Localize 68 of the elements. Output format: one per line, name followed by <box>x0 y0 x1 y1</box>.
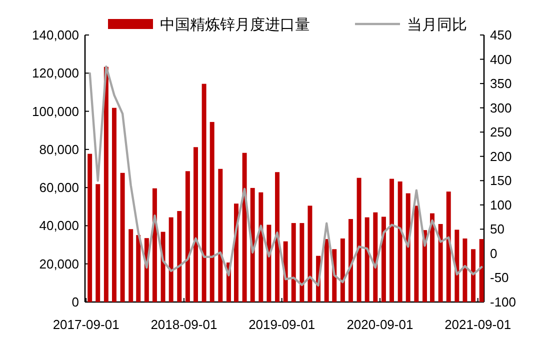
bar <box>356 178 362 302</box>
x-tick-label: 2019-09-01 <box>248 317 316 332</box>
bar <box>112 108 116 302</box>
y-tick-label: 100,000 <box>32 104 79 119</box>
y-tick-label: 20,000 <box>39 256 79 272</box>
bar <box>96 184 100 302</box>
bar <box>471 249 476 302</box>
bar <box>300 223 304 302</box>
bar <box>308 206 312 302</box>
bar <box>406 193 410 302</box>
x-tick-label: 2018-09-01 <box>150 317 218 332</box>
bar <box>446 192 451 302</box>
bar <box>88 154 92 302</box>
bar <box>258 192 264 302</box>
bar <box>104 66 108 302</box>
bar <box>373 212 378 302</box>
legend-label: 当月同比 <box>407 16 467 34</box>
y2-tick-label: -100 <box>490 294 516 310</box>
bar <box>242 152 247 302</box>
y2-tick-label: 0 <box>490 246 498 261</box>
bar <box>398 181 402 302</box>
bar <box>177 211 182 302</box>
bar <box>210 122 214 302</box>
bar <box>275 172 280 302</box>
x-tick-label: 2021-09-01 <box>444 317 512 332</box>
y-tick-label: 0 <box>72 294 79 310</box>
legend-label: 中国精炼锌月度进口量 <box>160 16 310 34</box>
y-tick-label: 40,000 <box>39 218 79 234</box>
y2-tick-label: 350 <box>490 76 512 92</box>
y-tick-label: 60,000 <box>39 180 79 196</box>
x-tick-label: 2020-09-01 <box>346 317 414 332</box>
y2-tick-label: 50 <box>490 222 504 237</box>
bar <box>324 239 329 302</box>
bar <box>202 84 206 302</box>
bar <box>348 219 353 302</box>
y-tick-label: 80,000 <box>39 142 79 157</box>
y2-tick-label: 450 <box>490 28 512 42</box>
y2-tick-label: 400 <box>490 52 512 67</box>
bar <box>364 217 370 302</box>
bar <box>438 224 443 302</box>
y2-tick-label: 250 <box>490 124 512 140</box>
y2-tick-label: 300 <box>490 100 512 116</box>
bar <box>390 178 394 302</box>
bar <box>128 229 134 302</box>
x-tick-label: 2017-09-01 <box>52 317 120 332</box>
bar <box>414 206 419 302</box>
bar <box>266 224 272 302</box>
y-tick-label: 120,000 <box>32 66 79 81</box>
bar <box>430 213 434 302</box>
bar <box>250 188 255 302</box>
line-series <box>88 65 483 287</box>
bar <box>185 171 190 302</box>
bar <box>454 230 460 302</box>
y2-tick-label: 100 <box>490 197 512 212</box>
bar <box>462 238 468 302</box>
bar <box>194 147 198 302</box>
bar <box>218 168 223 302</box>
bar <box>136 235 141 302</box>
bar <box>168 217 174 302</box>
bar <box>340 238 345 302</box>
y2-tick-label: 200 <box>490 148 512 164</box>
bar <box>291 223 296 302</box>
bar <box>479 239 484 302</box>
bar <box>381 216 386 302</box>
y-tick-label: 140,000 <box>32 28 79 42</box>
y2-tick-label: -50 <box>490 270 509 286</box>
bar <box>120 172 125 302</box>
y2-tick-label: 150 <box>490 173 512 188</box>
